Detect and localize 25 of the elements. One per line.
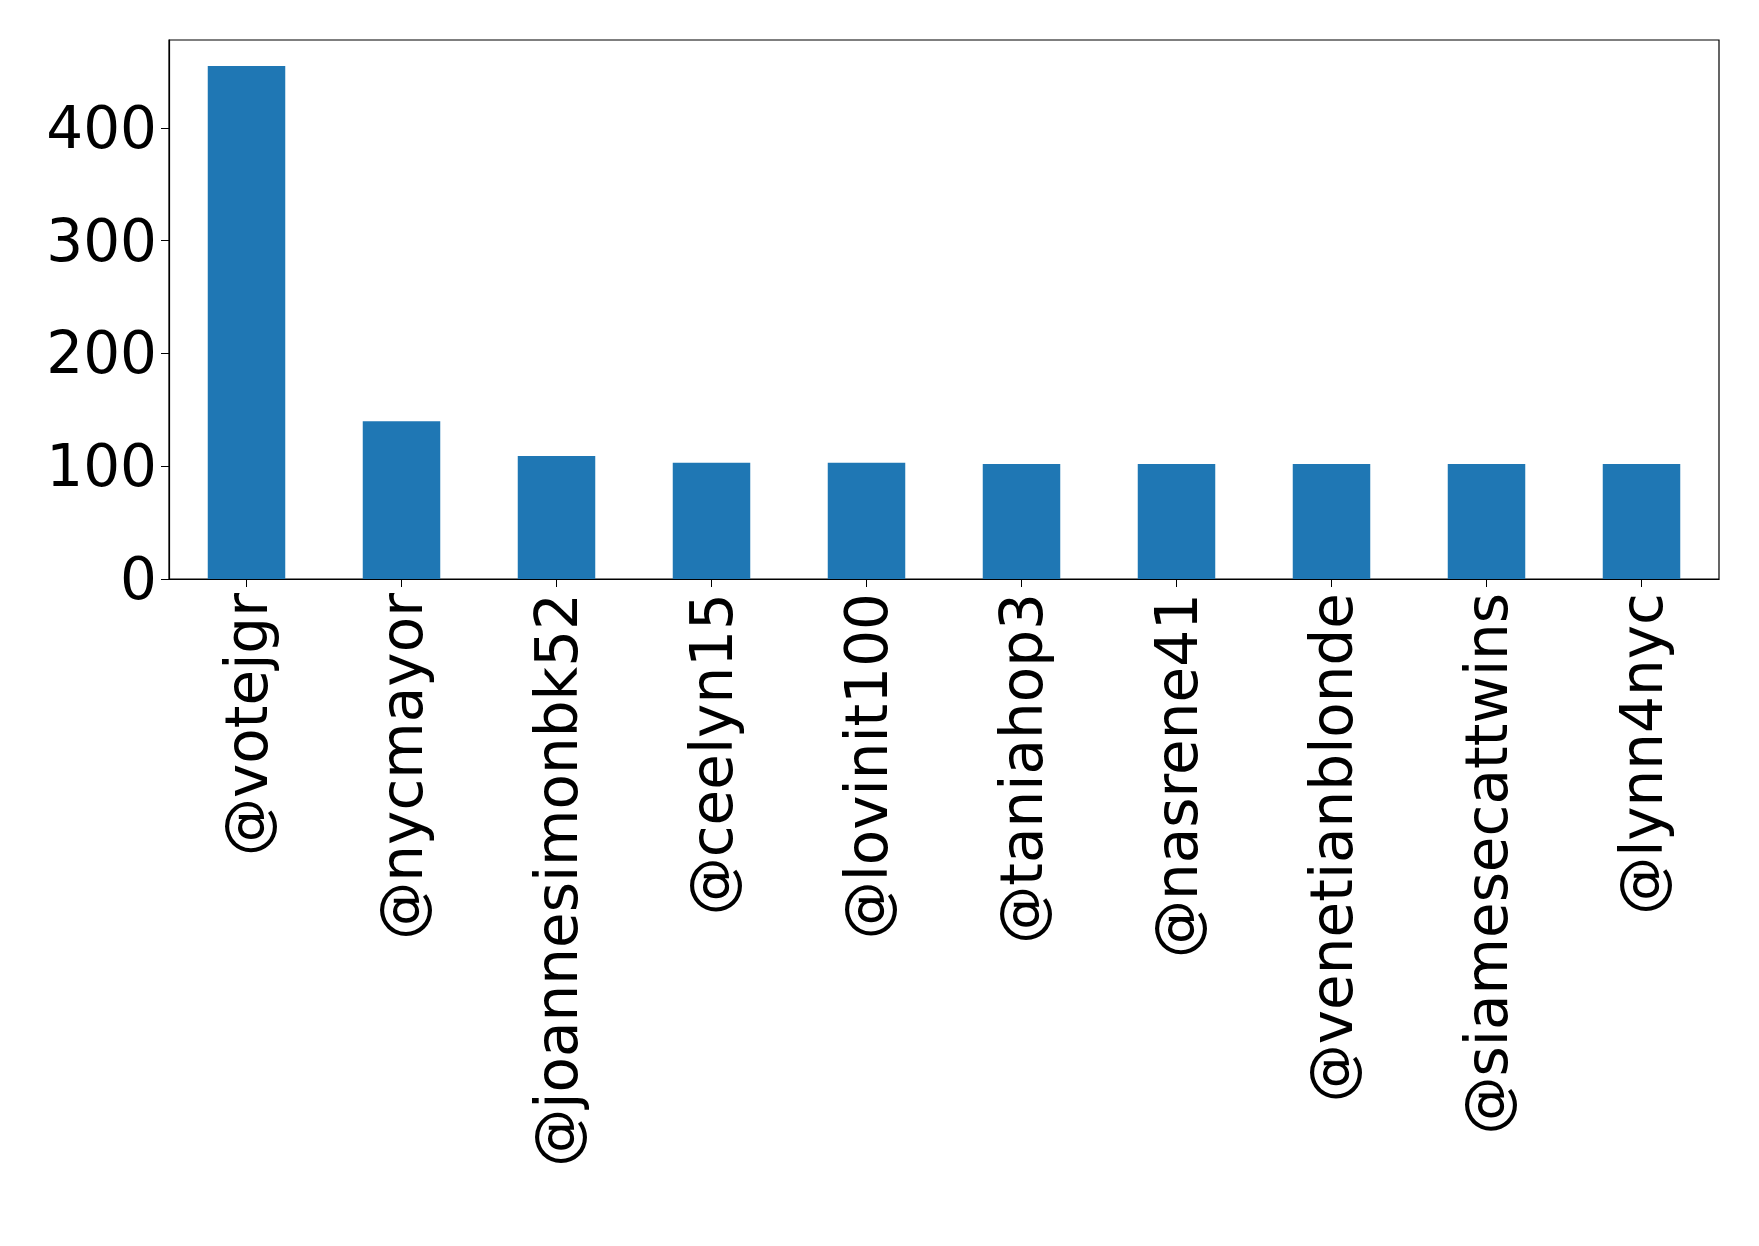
x-tick-label: @ceelyn15 — [677, 593, 746, 916]
x-tick-label: @nycmayor — [367, 592, 436, 940]
bar — [207, 65, 286, 579]
x-tick-label: @votejgr — [212, 592, 281, 857]
bar — [672, 462, 751, 579]
bar — [1447, 463, 1526, 579]
x-tick-label: @lynn4nyc — [1607, 593, 1676, 915]
y-tick-label: 200 — [46, 319, 157, 388]
bar — [362, 421, 441, 579]
x-tick-label: @lovinit100 — [832, 593, 901, 940]
bar — [1602, 463, 1681, 579]
y-tick-label: 300 — [46, 206, 157, 275]
x-tick-label: @nasrene41 — [1142, 593, 1211, 959]
y-tick-label: 0 — [120, 545, 157, 613]
bar — [982, 463, 1061, 579]
y-tick-label: 400 — [46, 93, 157, 162]
bar — [827, 462, 906, 579]
x-tick-label: @joannesimonbk52 — [522, 593, 591, 1167]
bar — [1292, 463, 1371, 579]
x-tick-label: @taniahop3 — [987, 593, 1056, 944]
x-tick-label: @siamesecattwins — [1452, 593, 1521, 1135]
bar — [1137, 463, 1216, 579]
x-tick-label: @venetianblonde — [1297, 593, 1366, 1103]
bar — [517, 456, 596, 579]
y-tick-label: 100 — [46, 432, 157, 501]
